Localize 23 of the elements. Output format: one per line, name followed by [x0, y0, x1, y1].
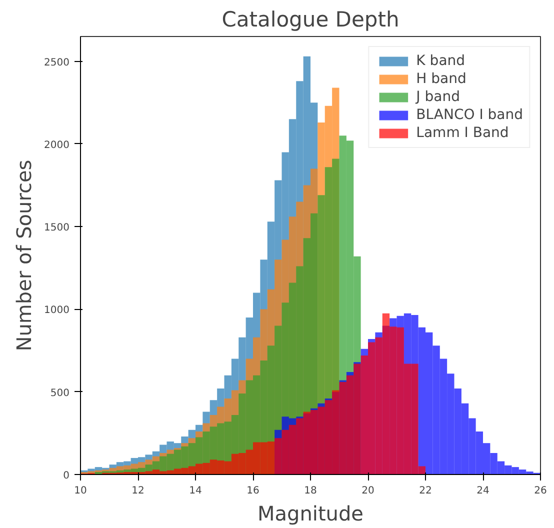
legend-label: J band [416, 89, 460, 105]
y-tick-label: 2500 [44, 57, 70, 68]
x-tick-label: 14 [189, 486, 202, 496]
x-tick-label: 18 [304, 486, 317, 496]
y-tick-label: 2000 [44, 140, 70, 151]
x-tick-label: 12 [132, 486, 144, 496]
legend-label: BLANCO I band [416, 107, 523, 123]
legend-label: K band [416, 53, 466, 69]
y-axis-title: Number of Sources [12, 160, 36, 352]
x-axis-title: Magnitude [258, 502, 364, 526]
y-tick-label: 500 [50, 388, 70, 399]
x-tick-label: 16 [246, 486, 260, 496]
x-tick-label: 26 [534, 486, 547, 496]
x-tick-label: 10 [74, 486, 87, 496]
x-tick-label: 20 [362, 486, 374, 496]
legend-label: H band [416, 71, 466, 87]
y-tick-label: 1000 [44, 305, 70, 316]
x-tick-label: 22 [419, 486, 432, 496]
chart-title: Catalogue Depth [222, 8, 400, 32]
y-tick-label: 1500 [44, 222, 70, 234]
y-tick-label: 0 [63, 470, 70, 482]
legend-label: Lamm I Band [416, 125, 509, 141]
x-tick-label: 24 [476, 486, 490, 496]
